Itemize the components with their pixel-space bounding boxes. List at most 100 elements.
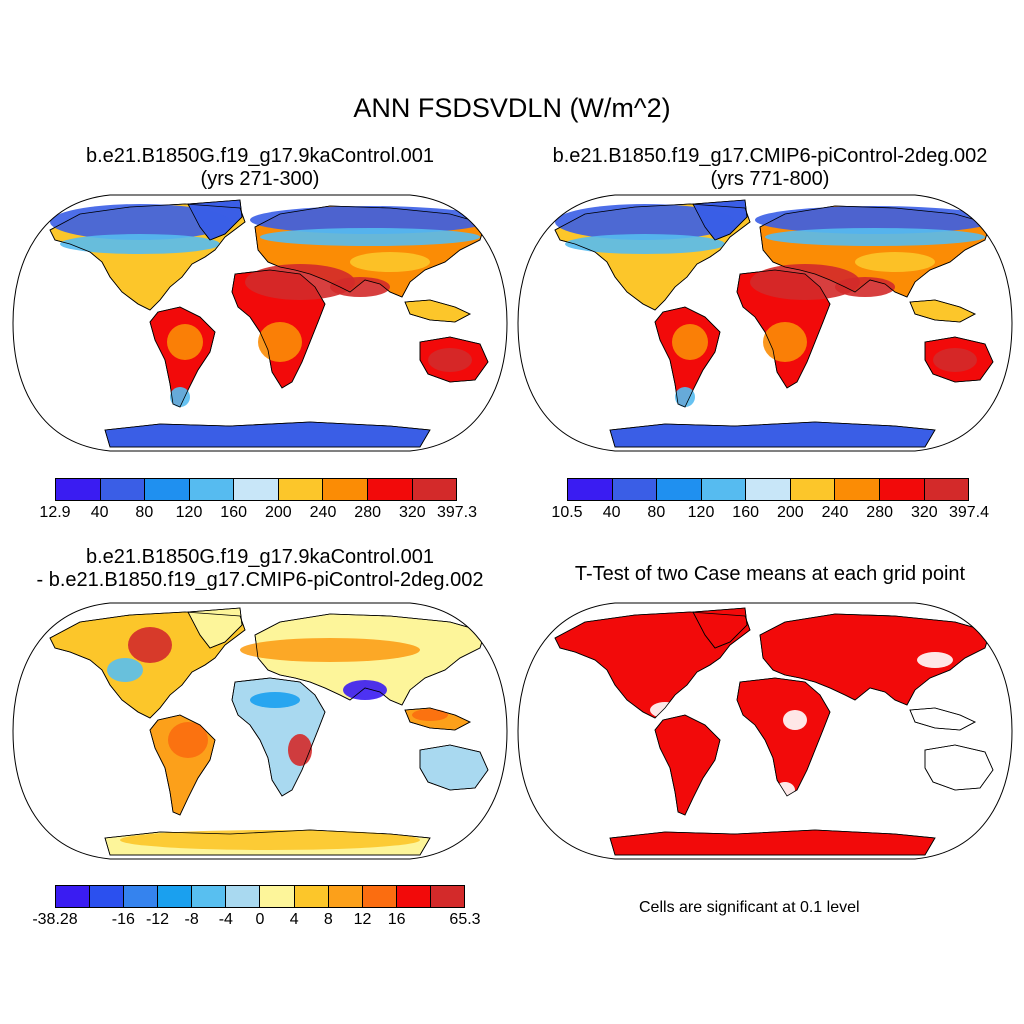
coastline: [49, 611, 246, 719]
coastline: [187, 607, 243, 649]
coastline: [736, 269, 831, 389]
colorbar-swatch: [189, 479, 235, 500]
colorbar-tick-label: 120: [175, 504, 203, 521]
seAsia-region: [909, 707, 976, 731]
shading-patch: [763, 322, 807, 362]
colorbar-swatch: [367, 479, 413, 500]
colorbar-swatch: [124, 886, 159, 907]
coastline: [187, 199, 243, 241]
coastline: [254, 205, 486, 298]
colorbar-tick-label: 240: [821, 504, 849, 521]
shading-patch: [107, 658, 143, 682]
coastline: [149, 306, 216, 408]
shading-patch: [855, 252, 935, 272]
coastline: [49, 203, 246, 311]
colorbar-swatch: [790, 479, 836, 500]
colorbar-tick-label: -4: [218, 911, 233, 928]
coastline: [654, 714, 721, 816]
colorbar-case2: [567, 478, 969, 501]
shading-patch: [260, 228, 480, 246]
colorbar-swatch: [701, 479, 747, 500]
colorbar-swatch: [924, 479, 969, 500]
panel3-title-case2: - b.e21.B1850.f19_g17.CMIP6-piControl-2d…: [36, 569, 484, 591]
colorbar-swatch: [430, 886, 464, 907]
panel2-title: b.e21.B1850.f19_g17.CMIP6-piControl-2deg…: [510, 145, 1024, 191]
shading-patch: [168, 722, 208, 758]
colorbar-tick-label: 120: [687, 504, 715, 521]
coastline: [254, 613, 486, 706]
colorbar-swatch: [657, 479, 702, 500]
shading-patch: [330, 277, 390, 297]
shading-patch: [167, 324, 203, 360]
colorbar-tick-label: 200: [776, 504, 804, 521]
map-case2: [517, 194, 1013, 452]
colorbar-tick-label: 4: [289, 911, 299, 928]
coastline: [149, 714, 216, 816]
colorbar-swatch: [100, 479, 146, 500]
colorbar-swatch: [362, 886, 397, 907]
panel3-title: b.e21.B1850G.f19_g17.9kaControl.001 - b.…: [0, 546, 530, 592]
coastline: [692, 607, 748, 649]
shading-patch: [350, 252, 430, 272]
coastline: [404, 707, 471, 731]
panel2-title-years: (yrs 771-800): [710, 168, 830, 190]
colorbar-swatch: [260, 886, 295, 907]
coastline: [609, 829, 936, 856]
shading-patch: [60, 234, 220, 254]
seAsia-region: [404, 299, 471, 323]
colorbar-swatch: [278, 479, 324, 500]
shading-patch: [650, 702, 680, 718]
colorbar-swatch: [612, 479, 658, 500]
colorbar-swatch: [226, 886, 261, 907]
coastline: [736, 677, 831, 797]
shading-patch: [170, 387, 190, 407]
shading-patch: [775, 782, 795, 798]
shading-patch: [555, 204, 735, 240]
colorbar-swatch: [328, 886, 363, 907]
coastline: [692, 199, 748, 241]
colorbar-tick-label: 10.5: [551, 504, 583, 521]
shading-patch: [917, 652, 953, 668]
shading-patch: [258, 322, 302, 362]
shading-patch: [120, 830, 420, 850]
shading-patch: [288, 734, 312, 766]
shading-patch: [50, 204, 230, 240]
coastline: [654, 306, 721, 408]
shading-patch: [750, 264, 860, 300]
coastline: [924, 744, 994, 791]
colorbar-swatch: [835, 479, 880, 500]
colorbar-swatch: [234, 479, 279, 500]
panel1-title-years: (yrs 271-300): [200, 168, 320, 190]
map-frame: [12, 602, 508, 860]
colorbar-tick-label: -8: [184, 911, 199, 928]
shading-patch: [672, 324, 708, 360]
shading-patch: [250, 206, 490, 234]
colorbar-tick-label: 65.3: [449, 911, 481, 928]
colorbar-swatch: [145, 479, 190, 500]
coastline: [419, 336, 489, 383]
panel2-title-case: b.e21.B1850.f19_g17.CMIP6-piControl-2deg…: [552, 145, 988, 167]
coastline: [104, 421, 431, 448]
colorbar-swatch: [879, 479, 925, 500]
colorbar-swatch: [56, 479, 101, 500]
shading-patch: [343, 680, 387, 700]
colorbar-tick-label: 16: [387, 911, 406, 928]
colorbar-swatch: [568, 479, 613, 500]
panel4-title: T-Test of two Case means at each grid po…: [574, 563, 966, 585]
colorbar-swatch: [294, 886, 329, 907]
colorbar-tick-label: 397.4: [948, 504, 990, 521]
coastline: [419, 744, 489, 791]
colorbar-swatch: [396, 886, 431, 907]
seAsia-region: [909, 299, 976, 323]
shading-patch: [245, 264, 355, 300]
coastline: [554, 611, 751, 719]
shading-patch: [565, 234, 725, 254]
shading-patch: [765, 228, 985, 246]
coastline: [404, 299, 471, 323]
map-difference: [12, 602, 508, 860]
colorbar-tick-label: 397.3: [436, 504, 478, 521]
colorbar-tick-label: 160: [220, 504, 248, 521]
shading-patch: [933, 348, 977, 372]
coastline: [924, 336, 994, 383]
colorbar-tick-label: 12.9: [39, 504, 71, 521]
